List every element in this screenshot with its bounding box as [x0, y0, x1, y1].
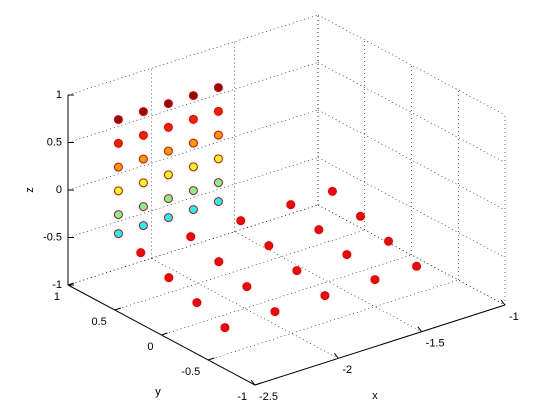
data-point — [264, 241, 274, 251]
data-point — [213, 83, 223, 93]
y-tick — [254, 382, 262, 386]
data-point — [213, 197, 223, 207]
data-point — [214, 257, 224, 267]
data-point — [286, 200, 296, 210]
grid-line — [234, 231, 422, 332]
data-point — [138, 202, 148, 212]
data-point — [138, 178, 148, 188]
z-tick-label: 0.5 — [47, 136, 62, 148]
data-point — [113, 115, 123, 125]
grid-line — [317, 14, 506, 116]
y-tick-label: 1 — [54, 291, 60, 303]
data-point — [292, 266, 302, 276]
data-point — [242, 282, 252, 292]
data-point — [213, 106, 223, 116]
x-tick-label: -1.5 — [426, 338, 445, 350]
z-tick-label: 0 — [56, 184, 62, 196]
data-point — [113, 210, 123, 220]
y-tick — [114, 307, 121, 311]
grid-line — [317, 62, 506, 163]
x-tick-label: -2 — [342, 364, 352, 376]
data-point — [412, 261, 422, 271]
grid-line — [317, 157, 506, 258]
data-point — [138, 154, 148, 164]
z-tick-label: 1 — [56, 89, 62, 101]
data-point — [138, 130, 148, 140]
z-tick-label: -1 — [52, 279, 62, 291]
x-axis-line — [254, 304, 506, 386]
y-tick-label: -0.5 — [181, 366, 200, 378]
y-tick-label: 0 — [147, 341, 153, 353]
z-axis-label: z — [24, 187, 36, 193]
data-point — [163, 122, 173, 132]
data-point — [188, 186, 198, 196]
data-point — [138, 107, 148, 117]
data-point — [355, 211, 365, 221]
y-tick — [67, 282, 75, 286]
grid-line — [317, 204, 506, 306]
data-point — [163, 213, 173, 223]
data-point — [188, 138, 198, 148]
data-point — [163, 194, 173, 204]
x-tick — [417, 326, 423, 332]
data-point — [327, 186, 337, 196]
data-point — [188, 91, 198, 101]
data-point — [320, 291, 330, 301]
data-point — [188, 162, 198, 172]
data-point — [113, 138, 123, 148]
data-point — [163, 99, 173, 109]
data-point — [370, 275, 380, 285]
y-tick-label: 0.5 — [91, 316, 106, 328]
data-point — [188, 205, 198, 215]
data-point — [384, 236, 394, 246]
data-point — [236, 216, 246, 226]
x-tick — [250, 379, 256, 386]
x-tick-label: -1 — [509, 311, 519, 323]
y-axis-label: y — [155, 386, 161, 398]
data-point — [113, 229, 123, 239]
data-point — [213, 178, 223, 188]
data-point — [192, 298, 202, 308]
x-axis-label: x — [372, 390, 378, 402]
data-point — [113, 162, 123, 172]
y-tick — [208, 357, 215, 361]
data-point — [163, 170, 173, 180]
data-point — [213, 130, 223, 140]
x-tick — [333, 353, 339, 359]
data-point — [270, 307, 280, 317]
data-point — [164, 273, 174, 283]
x-tick-label: -2.5 — [259, 391, 278, 403]
x-tick — [500, 299, 506, 306]
data-point — [213, 154, 223, 164]
data-point — [342, 250, 352, 260]
grid-line — [317, 109, 506, 211]
data-point — [314, 225, 324, 235]
data-point — [163, 146, 173, 156]
z-tick-label: -0.5 — [43, 231, 62, 243]
data-point — [136, 248, 146, 258]
data-point — [138, 221, 148, 231]
y-tick-label: -1 — [237, 391, 247, 403]
y-tick — [161, 332, 168, 336]
data-point — [186, 232, 196, 242]
data-point — [113, 186, 123, 196]
data-point — [188, 114, 198, 124]
data-point — [220, 323, 230, 333]
grid-line — [151, 258, 339, 359]
